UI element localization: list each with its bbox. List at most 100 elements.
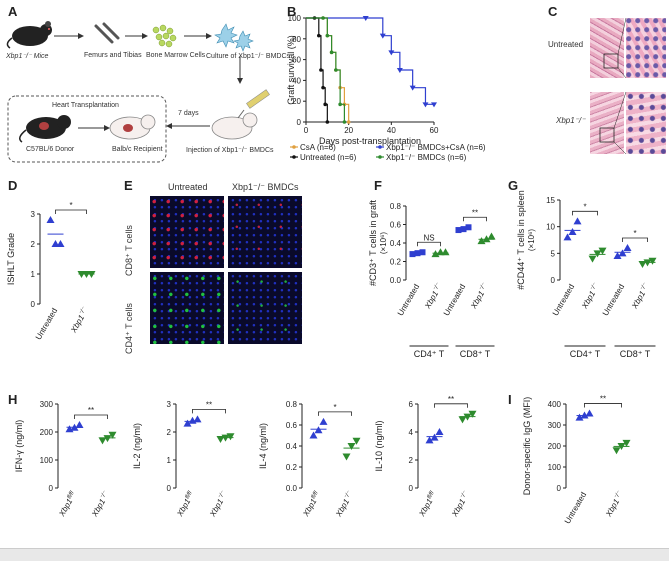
data-point bbox=[622, 439, 631, 447]
y-tick-label: 0.2 bbox=[390, 258, 402, 267]
data-point bbox=[226, 433, 235, 441]
y-tick-label: 0 bbox=[49, 484, 54, 493]
category-label: Xbp1⁻/⁻ bbox=[69, 306, 91, 335]
category-label: Untreated bbox=[34, 307, 59, 342]
y-tick-label: 0 bbox=[557, 484, 562, 493]
panel-label-c: C bbox=[548, 4, 558, 19]
data-point bbox=[193, 415, 202, 423]
culture-caption: Culture of Xbp1⁻/⁻ BMDCs bbox=[206, 53, 291, 60]
category-label: Xbp1fl/fl bbox=[175, 490, 197, 519]
y-tick-label: 2 bbox=[31, 240, 36, 249]
panel-label-g: G bbox=[508, 178, 519, 193]
group-label: CD4⁺ T bbox=[570, 349, 601, 359]
y-tick-label: 60 bbox=[292, 56, 301, 65]
category-label: Xbp1⁻/⁻ bbox=[208, 490, 230, 519]
if-cd8-untreated bbox=[150, 196, 224, 268]
category-label: Xbp1⁻/⁻ bbox=[604, 490, 626, 519]
x-axis-label: Days post-transplantation bbox=[319, 136, 421, 146]
y-tick-label: 0 bbox=[409, 484, 414, 493]
histology-xbp1-high bbox=[626, 92, 666, 154]
data-point bbox=[388, 50, 395, 56]
y-tick-label: 1 bbox=[31, 270, 36, 279]
y-axis-label: Donor-specific IgG (MFI) bbox=[522, 397, 532, 496]
y-tick-label: 4 bbox=[409, 428, 414, 437]
y-tick-label: 3 bbox=[167, 400, 172, 409]
data-point bbox=[563, 233, 572, 241]
data-point bbox=[334, 68, 338, 72]
significance-bracket bbox=[572, 210, 598, 216]
data-point bbox=[56, 240, 65, 247]
y-axis-label: ISHLT Grade bbox=[6, 233, 16, 285]
data-point bbox=[319, 417, 328, 425]
significance-label: * bbox=[583, 202, 586, 211]
significance-label: ** bbox=[448, 395, 454, 404]
data-point bbox=[338, 102, 342, 107]
if-cd8-xbp1 bbox=[228, 196, 302, 268]
y-tick-label: 0.4 bbox=[390, 239, 402, 248]
legend-marker bbox=[378, 155, 382, 159]
data-point bbox=[422, 102, 429, 108]
legend-label: Xbp1⁻/⁻ BMDCs (n=6) bbox=[386, 153, 467, 162]
data-point bbox=[593, 250, 602, 258]
group-label: CD8⁺ T bbox=[620, 349, 651, 359]
y-axis-label: IL-4 (ng/ml) bbox=[258, 423, 268, 469]
data-point bbox=[309, 431, 318, 439]
data-point bbox=[465, 224, 472, 231]
y-tick-label: 0.8 bbox=[286, 400, 298, 409]
data-point bbox=[362, 16, 369, 21]
data-point bbox=[103, 435, 112, 443]
histology-xbp1-label: Xbp1⁻/⁻ bbox=[556, 116, 586, 125]
data-point bbox=[409, 85, 416, 91]
y-tick-label: 80 bbox=[292, 35, 301, 44]
data-point bbox=[573, 217, 582, 225]
significance-label: ** bbox=[472, 208, 478, 217]
panel-label-a: A bbox=[8, 4, 18, 19]
x-tick-label: 20 bbox=[344, 126, 353, 135]
legend-label: Xbp1⁻/⁻ BMDCs+CsA (n=6) bbox=[386, 143, 486, 152]
y-tick-label: 200 bbox=[40, 428, 54, 437]
heart-tx-caption: Heart Transplantation bbox=[52, 102, 119, 109]
y-tick-label: 2 bbox=[409, 456, 414, 465]
y-tick-label: 0 bbox=[167, 484, 172, 493]
data-point bbox=[75, 421, 84, 428]
y-tick-label: 0.2 bbox=[286, 463, 298, 472]
panel-label-e: E bbox=[124, 178, 133, 193]
category-label: Untreated bbox=[551, 283, 576, 318]
data-point bbox=[396, 68, 403, 73]
y-axis-unit: (×10⁶) bbox=[527, 229, 536, 252]
data-point bbox=[379, 33, 386, 39]
data-point bbox=[468, 410, 477, 418]
category-label: Xbp1⁻/⁻ bbox=[469, 282, 491, 311]
survival-curve bbox=[306, 17, 434, 105]
category-label: Xbp1⁻/⁻ bbox=[580, 282, 602, 311]
data-point bbox=[588, 255, 597, 263]
x-tick-label: 60 bbox=[430, 126, 439, 135]
group-label: CD8⁺ T bbox=[460, 349, 491, 359]
category-label: Xbp1⁻/⁻ bbox=[630, 282, 652, 311]
legend-label: Untreated (n=6) bbox=[300, 153, 357, 162]
y-tick-label: 300 bbox=[548, 421, 562, 430]
y-tick-label: 5 bbox=[551, 249, 556, 258]
significance-bracket bbox=[192, 409, 226, 414]
significance-bracket bbox=[463, 216, 487, 222]
panel-label-d: D bbox=[8, 178, 18, 193]
significance-label: ** bbox=[206, 400, 212, 409]
data-point bbox=[612, 447, 621, 455]
y-tick-label: 0.0 bbox=[286, 484, 298, 493]
histology-untreated-label: Untreated bbox=[548, 40, 584, 49]
significance-bracket bbox=[622, 237, 648, 242]
y-axis-label: #CD3⁺ T cells in graft bbox=[368, 200, 378, 286]
category-label: Xbp1fl/fl bbox=[301, 490, 323, 519]
if-cd4-untreated bbox=[150, 272, 224, 344]
data-point bbox=[346, 120, 351, 124]
mice-caption: Xbp1⁻/⁻ Mice bbox=[6, 53, 49, 60]
data-point bbox=[431, 102, 437, 108]
y-axis-label: IL-10 (ng/ml) bbox=[374, 420, 384, 471]
y-tick-label: 0 bbox=[297, 118, 302, 127]
significance-bracket bbox=[318, 411, 352, 416]
y-tick-label: 100 bbox=[40, 456, 54, 465]
y-tick-label: 20 bbox=[292, 97, 301, 106]
bottom-bar bbox=[0, 548, 669, 561]
data-point bbox=[183, 419, 192, 427]
